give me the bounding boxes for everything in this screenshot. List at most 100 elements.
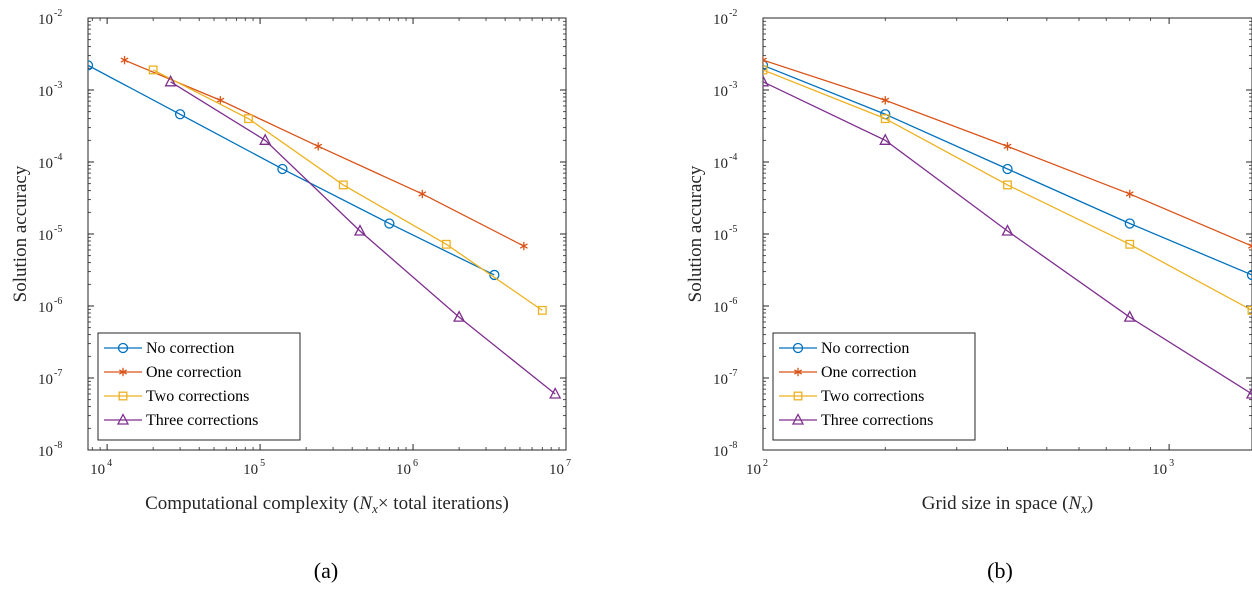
data-point bbox=[879, 133, 892, 145]
legend-box bbox=[97, 332, 301, 441]
y-axis-label: Solution accuracy bbox=[685, 165, 706, 302]
subfigure-label: (b) bbox=[987, 558, 1013, 583]
legend-item: One correction bbox=[104, 364, 242, 381]
legend: No correction One correction Two correctio… bbox=[97, 332, 301, 441]
y-tick-base: 10 bbox=[38, 300, 53, 316]
asterisk-stroke bbox=[881, 97, 890, 103]
asterisk-stroke bbox=[794, 369, 802, 375]
y-tick-exponent: -6 bbox=[54, 296, 62, 307]
data-point bbox=[792, 342, 804, 354]
minor-ticks bbox=[88, 18, 566, 450]
asterisk-stroke bbox=[119, 369, 127, 375]
series-line bbox=[763, 81, 1252, 395]
x-tick-exponent: 2 bbox=[763, 458, 768, 469]
data-point bbox=[881, 96, 890, 105]
data-point bbox=[1003, 180, 1012, 190]
series-layer bbox=[88, 55, 562, 399]
y-tick-label: 10-6 bbox=[713, 296, 737, 316]
y-axis-label: Solution accuracy bbox=[10, 165, 31, 302]
series-line bbox=[152, 69, 543, 311]
data-point bbox=[1002, 163, 1013, 175]
data-point bbox=[277, 163, 288, 175]
data-point bbox=[259, 133, 272, 145]
data-point bbox=[763, 60, 769, 71]
y-tick-exponent: -7 bbox=[729, 368, 737, 379]
y-tick-base: 10 bbox=[713, 444, 728, 460]
data-point bbox=[453, 310, 466, 322]
legend-item: No correction bbox=[104, 340, 234, 357]
y-tick-base: 10 bbox=[38, 444, 53, 460]
data-point bbox=[1245, 387, 1252, 399]
series-line bbox=[763, 64, 1252, 276]
legend-item: One correction bbox=[779, 364, 917, 381]
y-tick-exponent: -2 bbox=[54, 8, 62, 19]
x-tick-base: 10 bbox=[243, 462, 258, 478]
y-tick-label: 10-8 bbox=[713, 440, 737, 460]
x-tick-label: 10 5 bbox=[243, 458, 265, 478]
y-tick-base: 10 bbox=[38, 156, 53, 172]
y-tick-label: 10-7 bbox=[38, 368, 62, 388]
data-point bbox=[793, 391, 803, 401]
asterisk-stroke bbox=[314, 143, 323, 150]
data-point bbox=[116, 413, 130, 425]
chart-panel-b: 10 2 10 310-210-310-410-510-610-710-8Soluti… bbox=[685, 8, 1252, 583]
y-tick-label: 10-3 bbox=[38, 80, 62, 100]
asterisk-stroke bbox=[216, 97, 225, 103]
y-tick-exponent: -5 bbox=[54, 224, 62, 235]
data-point bbox=[216, 96, 225, 105]
y-tick-base: 10 bbox=[38, 84, 53, 100]
y-tick-base: 10 bbox=[713, 300, 728, 316]
data-point bbox=[1246, 269, 1252, 281]
data-point bbox=[244, 114, 253, 124]
data-point bbox=[338, 180, 348, 190]
data-point bbox=[118, 391, 128, 401]
x-tick-exponent: 7 bbox=[566, 458, 571, 469]
series-line bbox=[170, 81, 556, 395]
data-point bbox=[1248, 241, 1252, 251]
x-tick-label: 10 7 bbox=[549, 458, 571, 478]
data-point bbox=[791, 413, 805, 425]
data-point bbox=[164, 74, 177, 87]
asterisk-stroke bbox=[1003, 143, 1012, 150]
data-point bbox=[794, 367, 802, 377]
y-tick-base: 10 bbox=[713, 84, 728, 100]
data-point bbox=[148, 65, 158, 75]
legend-item: Three corrections bbox=[779, 412, 933, 429]
x-tick-exponent: 3 bbox=[1169, 458, 1174, 469]
y-tick-label: 10-5 bbox=[713, 224, 737, 244]
y-tick-exponent: -8 bbox=[729, 440, 737, 451]
legend-label: Two corrections bbox=[821, 388, 924, 405]
legend-label: No correction bbox=[146, 340, 234, 357]
y-tick-label: 10-2 bbox=[38, 8, 62, 28]
asterisk-stroke bbox=[1248, 243, 1252, 247]
series bbox=[164, 74, 562, 399]
data-point bbox=[1123, 310, 1136, 322]
data-point bbox=[519, 241, 528, 251]
x-tick-base: 10 bbox=[396, 462, 411, 478]
legend-label: Two corrections bbox=[146, 388, 249, 405]
series bbox=[148, 65, 547, 315]
x-tick-label: 10 6 bbox=[396, 458, 418, 478]
x-tick-label: 10 2 bbox=[746, 458, 768, 478]
y-tick-exponent: -4 bbox=[729, 152, 737, 163]
y-tick-label: 10-3 bbox=[713, 80, 737, 100]
data-point bbox=[763, 55, 767, 65]
asterisk-stroke bbox=[519, 243, 528, 249]
x-tick-base: 10 bbox=[1152, 462, 1167, 478]
series-line bbox=[88, 64, 495, 276]
legend-label: Three corrections bbox=[146, 412, 258, 429]
y-tick-base: 10 bbox=[38, 372, 53, 388]
x-axis-label: Grid size in space (Nx) bbox=[922, 493, 1093, 516]
x-tick-label: 10 4 bbox=[90, 458, 112, 478]
data-point bbox=[174, 109, 186, 120]
x-tick-base: 10 bbox=[549, 462, 564, 478]
data-point bbox=[88, 60, 94, 71]
data-point bbox=[1003, 142, 1012, 151]
data-point bbox=[1001, 224, 1014, 236]
series bbox=[120, 55, 528, 251]
y-tick-exponent: -4 bbox=[54, 152, 62, 163]
data-point bbox=[1125, 239, 1135, 249]
series bbox=[763, 55, 1252, 251]
asterisk-stroke bbox=[418, 191, 427, 197]
y-tick-base: 10 bbox=[713, 372, 728, 388]
